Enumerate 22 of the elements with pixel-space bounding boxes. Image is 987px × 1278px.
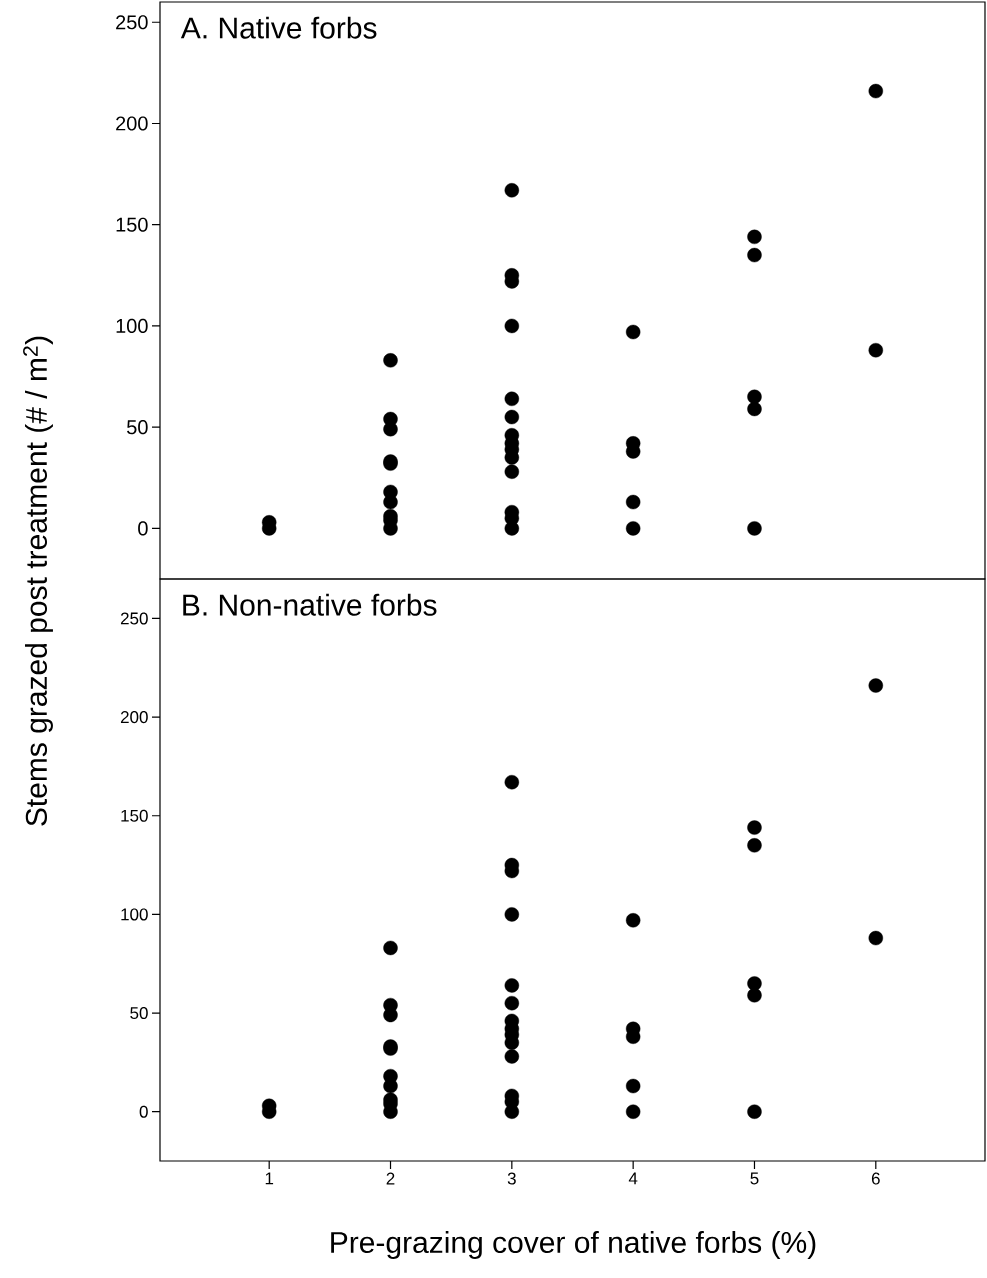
- y-tick-label: 200: [120, 711, 148, 724]
- y-tick-label: 0: [138, 521, 148, 536]
- x-axis-title: Pre-grazing cover of native forbs (%): [331, 1231, 816, 1259]
- y-tick-label: 100: [121, 908, 148, 921]
- y-tick-label: 50: [130, 1007, 148, 1020]
- y-tick-label: 150: [121, 809, 148, 822]
- y-tick-label: 250: [116, 15, 148, 30]
- chart-title: A. Native forbs: [180, 16, 377, 39]
- y-tick-label: 100: [116, 318, 148, 334]
- x-tick-label: 2: [386, 1172, 395, 1185]
- x-tick-label: 1: [265, 1172, 274, 1185]
- y-tick-label: 200: [116, 116, 148, 131]
- y-tick-label: 150: [116, 217, 148, 232]
- x-tick-label: 6: [871, 1172, 880, 1185]
- x-tick-label: 3: [507, 1172, 516, 1185]
- x-tick-label: 5: [750, 1172, 759, 1185]
- chart-title: B. Non-native forbs: [183, 593, 437, 616]
- y-tick-label: 0: [139, 1105, 148, 1118]
- y-axis-title: Stems grazed post treatment (# / m$^{2}$): [23, 336, 53, 826]
- y-tick-label: 50: [127, 420, 148, 435]
- x-tick-label: 4: [628, 1172, 638, 1185]
- y-tick-label: 250: [120, 612, 148, 625]
